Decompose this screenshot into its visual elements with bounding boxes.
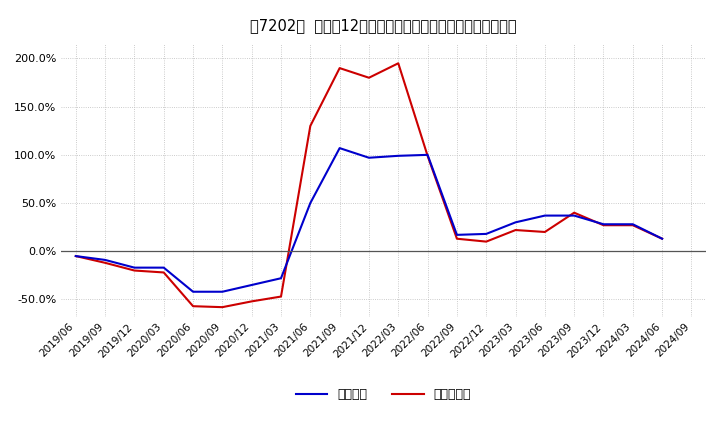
当期純利益: [599, 223, 608, 228]
経常利益: [658, 236, 667, 242]
経常利益: [189, 289, 197, 294]
Title: ［7202］  利益の12か月移動合計の対前年同期増減率の推移: ［7202］ 利益の12か月移動合計の対前年同期増減率の推移: [251, 18, 517, 33]
経常利益: [453, 232, 462, 238]
経常利益: [71, 253, 80, 259]
当期純利益: [482, 239, 490, 244]
経常利益: [629, 222, 637, 227]
当期純利益: [248, 299, 256, 304]
経常利益: [482, 231, 490, 237]
当期純利益: [101, 260, 109, 265]
経常利益: [218, 289, 227, 294]
当期純利益: [189, 304, 197, 309]
当期純利益: [71, 253, 80, 259]
当期純利益: [218, 304, 227, 310]
Line: 当期純利益: 当期純利益: [76, 63, 662, 307]
経常利益: [570, 213, 578, 218]
当期純利益: [453, 236, 462, 242]
Line: 経常利益: 経常利益: [76, 148, 662, 292]
経常利益: [306, 200, 315, 205]
当期純利益: [658, 236, 667, 242]
当期純利益: [130, 268, 139, 273]
経常利益: [336, 146, 344, 151]
経常利益: [599, 222, 608, 227]
当期純利益: [541, 229, 549, 235]
経常利益: [159, 265, 168, 270]
当期純利益: [276, 294, 285, 299]
経常利益: [101, 257, 109, 263]
当期純利益: [159, 270, 168, 275]
経常利益: [364, 155, 373, 161]
経常利益: [423, 152, 432, 158]
当期純利益: [306, 123, 315, 128]
経常利益: [248, 282, 256, 288]
経常利益: [511, 220, 520, 225]
当期純利益: [423, 153, 432, 158]
経常利益: [130, 265, 139, 270]
当期純利益: [511, 227, 520, 233]
当期純利益: [336, 66, 344, 71]
当期純利益: [570, 210, 578, 215]
Legend: 経常利益, 当期純利益: 経常利益, 当期純利益: [291, 383, 476, 406]
当期純利益: [394, 61, 402, 66]
当期純利益: [364, 75, 373, 81]
経常利益: [276, 275, 285, 281]
経常利益: [541, 213, 549, 218]
当期純利益: [629, 223, 637, 228]
経常利益: [394, 153, 402, 158]
